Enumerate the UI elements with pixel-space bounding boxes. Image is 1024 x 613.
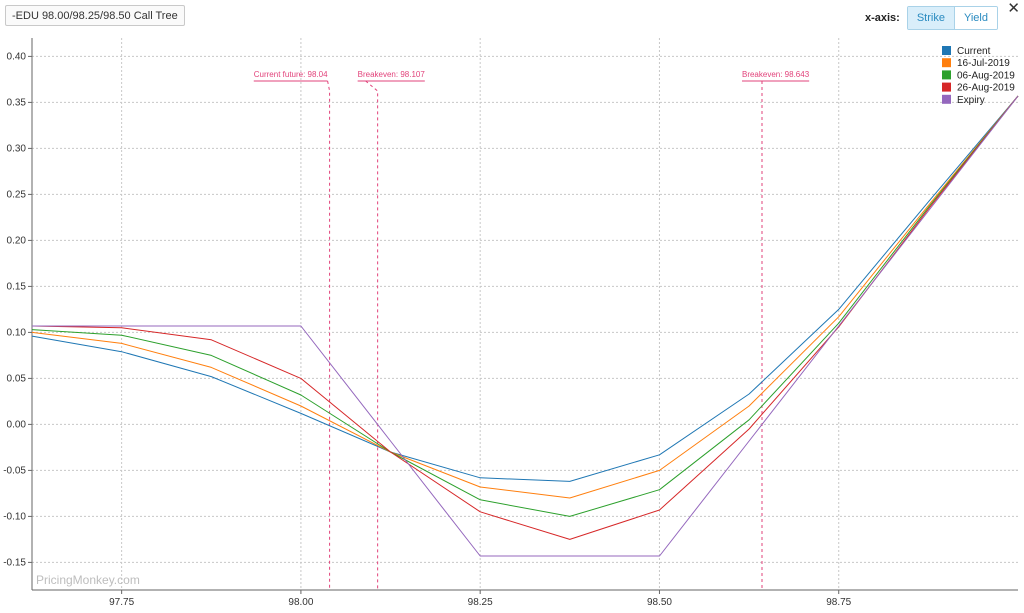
chart-title: -EDU 98.00/98.25/98.50 Call Tree	[12, 10, 178, 22]
chart-title-box[interactable]: -EDU 98.00/98.25/98.50 Call Tree	[5, 5, 185, 26]
axes: 0.40 0.35 0.30 0.25 0.20 0.15 0.10 0.05 0.00 -0.0…	[3, 38, 1018, 608]
annotation-label: Current future: 98.04	[254, 70, 328, 79]
y-tick-label: 0.10	[7, 327, 27, 338]
y-tick-label: 0.15	[7, 281, 27, 292]
x-tick-label: 98.75	[826, 597, 851, 608]
y-tick-label: 0.20	[7, 235, 27, 246]
y-tick-label: 0.30	[7, 143, 27, 154]
grid	[32, 38, 1018, 590]
annotation-line	[365, 80, 379, 590]
series-line	[31, 95, 1019, 540]
y-tick-label: -0.10	[3, 511, 26, 522]
legend-label: 06-Aug-2019	[957, 70, 1015, 81]
legend-swatch	[942, 94, 951, 104]
legend-label: 16-Jul-2019	[957, 58, 1010, 69]
legend-swatch	[942, 70, 951, 80]
legend-swatch	[942, 82, 951, 92]
xaxis-label: x-axis:	[864, 12, 900, 24]
y-tick-label: 0.25	[7, 189, 27, 200]
series-line	[32, 95, 1019, 557]
legend-swatch	[942, 46, 951, 55]
close-icon[interactable]: ✕	[1007, 0, 1020, 17]
annotation-line	[327, 80, 331, 590]
series-line	[31, 95, 1019, 517]
watermark: PricingMonkey.com	[36, 573, 140, 587]
legend-label: 26-Aug-2019	[957, 83, 1015, 94]
yield-button[interactable]: Yield	[953, 7, 997, 29]
x-tick-label: 97.75	[109, 597, 134, 608]
y-tick-label: 0.00	[7, 419, 27, 430]
annotation-label: Breakeven: 98.107	[358, 70, 426, 79]
series-lines	[31, 95, 1019, 557]
annotation-label: Breakeven: 98.643	[742, 70, 810, 79]
y-tick-label: -0.05	[3, 465, 26, 476]
xaxis-toggle-group: x-axis: Strike Yield	[865, 6, 998, 30]
x-tick-label: 98.50	[647, 597, 672, 608]
x-tick-label: 98.25	[468, 597, 493, 608]
legend-label: Current	[957, 46, 991, 57]
series-line	[31, 95, 1019, 499]
legend-swatch	[942, 58, 951, 68]
x-tick-label: 98.00	[288, 597, 313, 608]
y-tick-label: -0.15	[3, 557, 26, 568]
xaxis-segmented-control: Strike Yield	[906, 6, 998, 30]
y-tick-label: 0.05	[7, 373, 27, 384]
series-line	[31, 95, 1019, 482]
legend-label: Expiry	[957, 95, 985, 106]
y-tick-label: 0.40	[7, 51, 27, 62]
strike-button[interactable]: Strike	[907, 7, 954, 29]
y-tick-label: 0.35	[7, 97, 27, 108]
